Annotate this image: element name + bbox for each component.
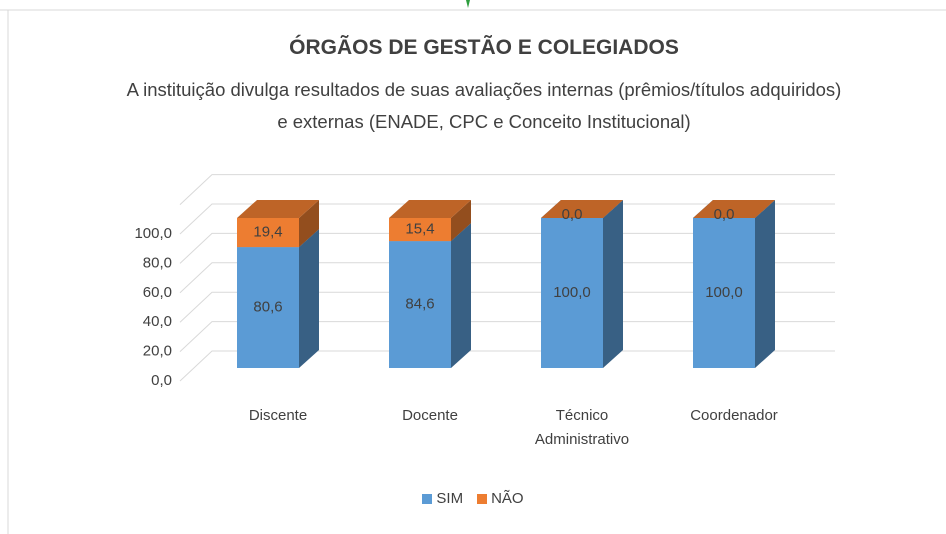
y-tick-label: 60,0 xyxy=(143,284,172,301)
grid-line xyxy=(179,262,835,294)
y-tick-label: 80,0 xyxy=(143,254,172,271)
data-label: 80,6 xyxy=(253,299,282,316)
legend-item: NÃO xyxy=(477,490,524,507)
grid-line xyxy=(179,350,835,382)
grid-line xyxy=(179,291,835,323)
data-label: 15,4 xyxy=(405,221,434,238)
legend: SIM NÃO xyxy=(0,490,946,507)
bar-side xyxy=(299,200,319,248)
legend-label: SIM xyxy=(436,490,464,507)
bar-top xyxy=(389,200,471,218)
logo-fragment xyxy=(466,0,470,8)
bar-side xyxy=(603,200,623,368)
bar-front xyxy=(541,218,603,368)
data-label: 0,0 xyxy=(714,206,735,223)
data-label: 0,0 xyxy=(562,206,583,223)
legend-label: NÃO xyxy=(491,490,524,507)
data-label: 84,6 xyxy=(405,296,434,313)
data-label: 100,0 xyxy=(705,284,743,301)
legend-swatch xyxy=(477,493,488,504)
legend-item: SIM xyxy=(422,490,463,507)
bar-side xyxy=(299,229,319,368)
bar-front xyxy=(237,218,299,248)
data-label: 19,4 xyxy=(253,224,282,241)
chart-title: ÓRGÃOS DE GESTÃO E COLEGIADOS xyxy=(289,36,679,59)
grid-line xyxy=(179,174,835,205)
x-tick-label: Docente xyxy=(402,407,458,424)
x-tick-label: Coordenador xyxy=(690,407,778,424)
data-label: 100,0 xyxy=(553,284,591,301)
legend-swatch xyxy=(422,493,433,504)
grid-line xyxy=(179,232,835,264)
bar-top xyxy=(237,200,319,218)
y-tick-label: 20,0 xyxy=(143,343,172,360)
y-tick-label: 100,0 xyxy=(134,225,172,242)
bar-side xyxy=(755,200,775,368)
grid-line xyxy=(179,203,835,235)
y-tick-label: 0,0 xyxy=(151,372,172,389)
x-tick-label: Técnico Administrativo xyxy=(534,407,630,448)
bar-front xyxy=(389,218,451,242)
bar-top xyxy=(693,200,775,218)
grid-line xyxy=(179,321,835,352)
bar-front xyxy=(389,241,451,368)
bar-top xyxy=(541,200,623,218)
bar-front xyxy=(693,218,755,368)
bar-side xyxy=(451,200,471,242)
x-tick-label: Discente xyxy=(248,407,308,424)
bar-front xyxy=(237,247,299,368)
y-tick-label: 40,0 xyxy=(143,313,172,330)
bar-side xyxy=(451,223,471,368)
plot: 0,0 20,0 40,0 60,0 80,0 100,0 80,6 19,4 84,6 15,4… xyxy=(134,174,835,389)
chart-subtitle: A instituição divulga resultados de suas… xyxy=(126,79,842,132)
